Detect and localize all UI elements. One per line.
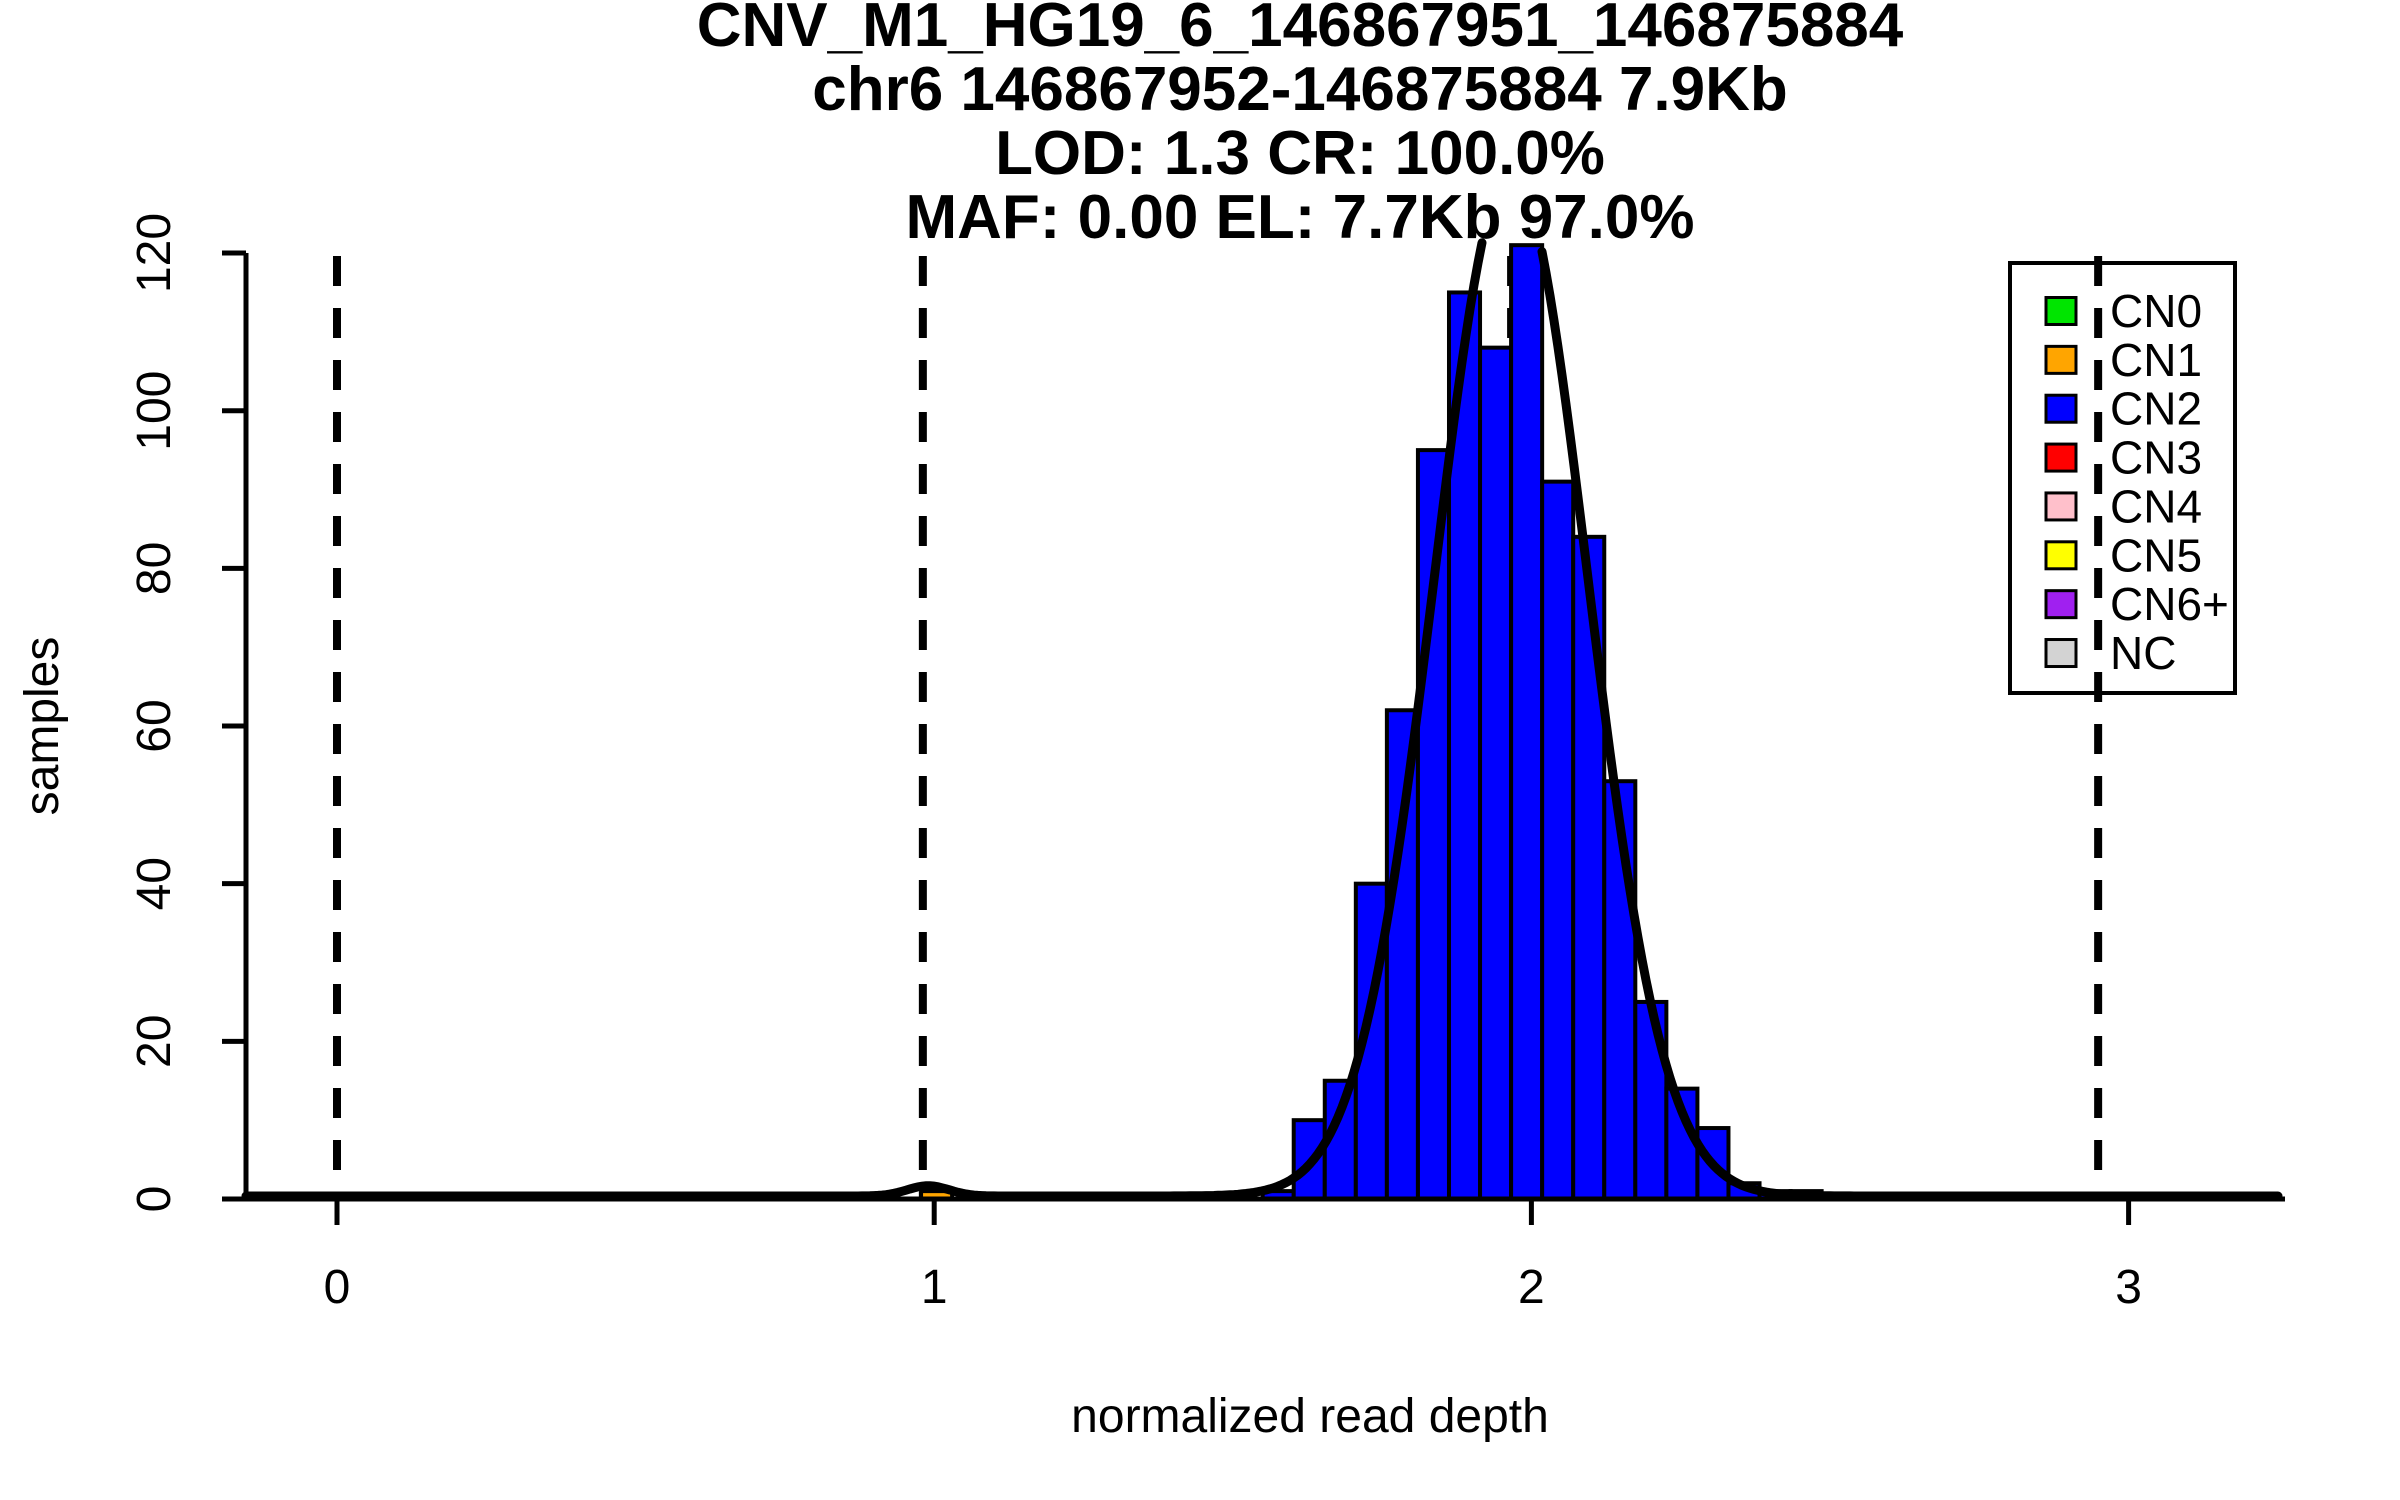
legend-label-cn4: CN4 <box>2110 480 2202 532</box>
y-tick-label: 0 <box>128 1186 181 1213</box>
x-tick-label: 0 <box>324 1261 351 1314</box>
x-axis-title: normalized read depth <box>1071 1390 1549 1443</box>
histogram-bars-layer <box>919 243 1824 1202</box>
figure-title-line-3: LOD: 1.3 CR: 100.0% <box>995 119 1605 188</box>
histogram-bar <box>1540 479 1576 1202</box>
legend-swatch-cn4 <box>2044 491 2078 522</box>
legend-label-cn5: CN5 <box>2110 529 2202 581</box>
legend-swatch-cn1 <box>2044 344 2078 375</box>
histogram-bar <box>1509 243 1545 1202</box>
fit-curve-segment-0 <box>241 238 1487 1201</box>
y-axis-title: samples <box>16 637 69 816</box>
histogram-bar <box>1478 345 1514 1201</box>
legend-swatch-cn3 <box>2044 442 2078 473</box>
legend-label-cn6plus: CN6+ <box>2110 578 2229 630</box>
legend-label-cn2: CN2 <box>2110 383 2202 435</box>
legend-swatch-cn6plus <box>2044 589 2078 620</box>
fit-curve-segment-1 <box>1537 247 2283 1201</box>
x-tick-label: 2 <box>1518 1261 1545 1314</box>
dashed-guide-lines-layer <box>333 256 2103 1199</box>
legend-swatch-nc <box>2044 638 2078 669</box>
x-tick-label: 3 <box>2115 1261 2142 1314</box>
y-tick-label: 20 <box>128 1015 181 1068</box>
x-tick-label: 1 <box>921 1261 948 1314</box>
legend-swatch-cn5 <box>2044 540 2078 571</box>
histogram-bar <box>1384 708 1420 1202</box>
y-tick-label: 80 <box>128 542 181 595</box>
legend-swatch-cn2 <box>2044 393 2078 424</box>
legend-label-cn3: CN3 <box>2110 432 2202 484</box>
figure-title-line-2: chr6 146867952-146875884 7.9Kb <box>812 55 1788 124</box>
gaussian-fit-curve-layer <box>241 238 2283 1201</box>
figure-title-line-4: MAF: 0.00 EL: 7.7Kb 97.0% <box>905 183 1694 252</box>
y-tick-label: 40 <box>128 857 181 910</box>
y-tick-label: 100 <box>128 371 181 451</box>
legend-label-cn1: CN1 <box>2110 334 2202 386</box>
figure-title-line-1: CNV_M1_HG19_6_146867951_146875884 <box>697 0 1904 60</box>
legend-swatch-cn0 <box>2044 296 2078 326</box>
legend-label-nc: NC <box>2110 627 2176 679</box>
y-tick-label: 120 <box>128 213 181 293</box>
axes-layer: 0 1 2 3 0 20 40 60 80 100 120 <box>128 213 2285 1314</box>
y-tick-label: 60 <box>128 699 181 752</box>
legend-label-cn0: CN0 <box>2110 285 2202 337</box>
legend-box <box>2008 261 2237 695</box>
